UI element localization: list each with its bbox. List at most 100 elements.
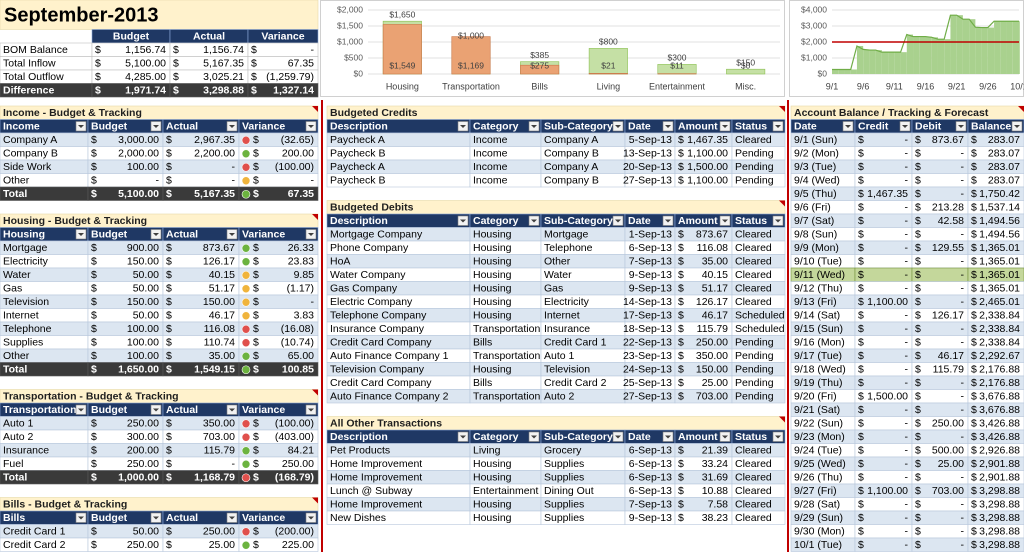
cell-text: 50.00 xyxy=(133,526,159,538)
cell-text: 2,176.88 xyxy=(979,364,1020,376)
cell-text: 1,971.74 xyxy=(125,85,166,97)
x-tick-label: Entertainment xyxy=(649,81,706,91)
currency-symbol: $ xyxy=(166,337,172,349)
currency-symbol: $ xyxy=(91,445,97,457)
cell-text: 100.85 xyxy=(282,364,314,376)
comment-marker xyxy=(779,416,785,423)
cell-text: - xyxy=(905,323,909,335)
filter-arrow xyxy=(460,435,466,439)
currency-symbol: $ xyxy=(173,44,179,56)
currency-symbol: $ xyxy=(166,134,172,146)
currency-symbol: $ xyxy=(253,296,259,308)
status-icon xyxy=(241,311,251,321)
cell-text: 40.15 xyxy=(209,269,235,281)
currency-symbol: $ xyxy=(251,44,257,56)
cell-text: New Dishes xyxy=(330,512,386,524)
currency-symbol: $ xyxy=(915,404,921,416)
cell-text: - xyxy=(961,404,965,416)
cell-text: 31.69 xyxy=(702,472,728,484)
cell-text: 2,901.88 xyxy=(979,472,1020,484)
column-header: Transportation xyxy=(3,404,77,416)
data-label: $275 xyxy=(530,60,549,70)
cell-text: - xyxy=(311,296,315,308)
cell-text: 42.58 xyxy=(938,215,964,227)
cell-text: 703.00 xyxy=(696,391,728,403)
filter-arrow xyxy=(665,435,671,439)
filter-arrow xyxy=(1014,125,1020,128)
cell-text: Supplies xyxy=(544,458,584,470)
currency-symbol: $ xyxy=(915,242,921,254)
cell-text: - xyxy=(961,512,965,524)
currency-symbol: $ xyxy=(91,256,97,268)
cell-text: - xyxy=(232,175,236,187)
currency-symbol: $ xyxy=(971,458,977,470)
currency-symbol: $ xyxy=(91,526,97,538)
cell-text: Auto Finance Company 1 xyxy=(330,350,449,362)
cell-text: Living xyxy=(473,445,501,457)
cell-text: Cleared xyxy=(735,256,772,268)
cell-text: Cleared xyxy=(735,472,772,484)
cell-text: 6-Sep-13 xyxy=(629,445,672,457)
currency-symbol: $ xyxy=(166,310,172,322)
cell-text: 46.17 xyxy=(209,310,235,322)
y-tick-label: $3,000 xyxy=(801,20,827,30)
cell-text: 9/29 (Sun) xyxy=(794,512,843,524)
filter-arrow xyxy=(845,125,851,128)
cell-text: 129.55 xyxy=(932,242,964,254)
column-header: Category xyxy=(473,431,519,443)
currency-symbol: $ xyxy=(166,431,172,443)
cell-text: Auto 1 xyxy=(544,350,575,362)
column-header: Debit xyxy=(915,121,942,133)
cell-text: Cleared xyxy=(735,458,772,470)
cell-text: (100.00) xyxy=(275,418,314,430)
area-step xyxy=(975,27,982,74)
cell-text: - xyxy=(905,337,909,349)
cell-text: 65.00 xyxy=(288,350,314,362)
currency-symbol: $ xyxy=(858,283,864,295)
currency-symbol: $ xyxy=(678,391,684,403)
cell-text: 150.00 xyxy=(696,364,728,376)
filter-arrow xyxy=(460,219,466,223)
status-icon xyxy=(241,432,251,442)
cell-text: 27-Sep-13 xyxy=(623,391,672,403)
cell-text: Total xyxy=(3,188,27,200)
cell-text: 100.00 xyxy=(127,337,159,349)
currency-symbol: $ xyxy=(971,161,977,173)
filter-arrow xyxy=(722,125,728,128)
currency-symbol: $ xyxy=(678,485,684,497)
cell-text: - xyxy=(961,269,965,281)
cell-text: 3,426.88 xyxy=(979,418,1020,430)
currency-symbol: $ xyxy=(858,512,864,524)
cell-text: 115.79 xyxy=(697,323,728,335)
currency-symbol: $ xyxy=(678,512,684,524)
filter-arrow xyxy=(78,125,84,128)
cell-text: - xyxy=(905,458,909,470)
cell-text: - xyxy=(905,215,909,227)
cell-text: 283.07 xyxy=(988,134,1020,146)
cell-text: Mortgage xyxy=(544,229,589,241)
currency-symbol: $ xyxy=(971,350,977,362)
cell-text: 150.00 xyxy=(127,296,159,308)
area-step xyxy=(937,39,945,74)
x-tick-label: 10/1 xyxy=(1010,81,1024,91)
filter-arrow xyxy=(153,408,159,412)
data-cell xyxy=(238,294,319,309)
cell-text: 2,465.01 xyxy=(979,296,1020,308)
cell-text: 51.17 xyxy=(702,283,728,295)
y-tick-label: $2,000 xyxy=(337,4,363,14)
currency-symbol: $ xyxy=(971,175,977,187)
cell-text: - xyxy=(961,161,965,173)
cell-text: 1,549.15 xyxy=(194,364,235,376)
cell-text: 9-Sep-13 xyxy=(629,269,672,281)
currency-symbol: $ xyxy=(915,310,921,322)
currency-symbol: $ xyxy=(95,58,101,70)
cell-text: 5-Sep-13 xyxy=(629,134,672,146)
cell-text: Company B xyxy=(3,148,58,160)
cell-text: - xyxy=(232,161,236,173)
currency-symbol: $ xyxy=(91,310,97,322)
cell-text: 51.17 xyxy=(209,283,235,295)
currency-symbol: $ xyxy=(678,323,684,335)
filter-arrow xyxy=(665,125,671,128)
cell-text: - xyxy=(905,539,909,551)
cell-text: 25.00 xyxy=(702,377,728,389)
